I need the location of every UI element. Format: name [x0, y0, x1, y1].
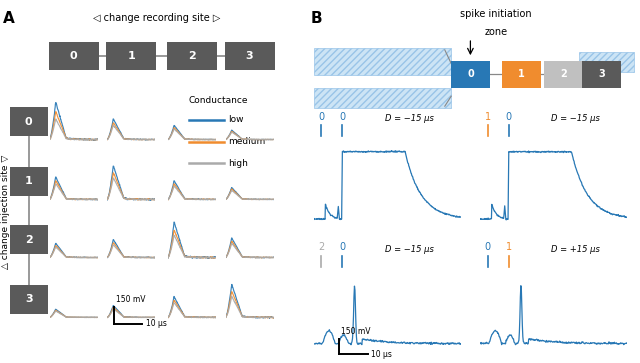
Text: D = −15 μs: D = −15 μs [385, 245, 434, 254]
FancyBboxPatch shape [314, 48, 451, 75]
Text: A: A [3, 11, 15, 26]
FancyBboxPatch shape [502, 61, 541, 88]
Text: D = +15 μs: D = +15 μs [551, 245, 600, 254]
Text: 1: 1 [506, 242, 512, 252]
FancyBboxPatch shape [314, 88, 451, 108]
Text: D = −15 μs: D = −15 μs [551, 114, 600, 123]
Text: 0: 0 [339, 111, 346, 122]
Text: 3: 3 [25, 294, 33, 305]
Text: 1: 1 [518, 69, 525, 79]
Text: 2: 2 [318, 242, 324, 252]
Text: B: B [310, 11, 322, 26]
Text: medium: medium [228, 137, 266, 146]
Text: D = −15 μs: D = −15 μs [385, 114, 434, 123]
Text: △ change injection site ▽: △ change injection site ▽ [1, 155, 10, 269]
FancyBboxPatch shape [10, 285, 48, 314]
Text: Conductance: Conductance [189, 96, 248, 105]
Text: 0: 0 [467, 69, 474, 79]
Text: 2: 2 [560, 69, 566, 79]
Text: spike initiation: spike initiation [460, 9, 532, 19]
Text: 0: 0 [484, 242, 491, 252]
FancyBboxPatch shape [10, 167, 48, 196]
Text: 150 mV: 150 mV [115, 295, 145, 305]
FancyBboxPatch shape [225, 42, 275, 70]
FancyBboxPatch shape [167, 42, 217, 70]
Text: 0: 0 [318, 111, 324, 122]
Text: 150 mV: 150 mV [341, 327, 371, 337]
FancyBboxPatch shape [10, 107, 48, 136]
Text: 0: 0 [506, 111, 512, 122]
Text: 3: 3 [598, 69, 605, 79]
FancyBboxPatch shape [49, 42, 99, 70]
Text: low: low [228, 115, 244, 124]
FancyBboxPatch shape [579, 52, 634, 72]
Text: 10 μs: 10 μs [371, 350, 392, 359]
Text: 2: 2 [25, 234, 33, 245]
Text: 10 μs: 10 μs [146, 319, 167, 328]
Text: zone: zone [484, 27, 508, 37]
FancyBboxPatch shape [451, 61, 490, 88]
Text: 0: 0 [25, 117, 33, 127]
FancyBboxPatch shape [543, 61, 583, 88]
Text: 1: 1 [484, 111, 491, 122]
Text: 1: 1 [25, 176, 33, 187]
FancyBboxPatch shape [10, 225, 48, 254]
Text: ◁ change recording site ▷: ◁ change recording site ▷ [93, 13, 221, 23]
Text: 3: 3 [246, 51, 253, 61]
FancyBboxPatch shape [106, 42, 156, 70]
Text: 1: 1 [127, 51, 135, 61]
Text: 0: 0 [339, 242, 346, 252]
Text: 2: 2 [188, 51, 196, 61]
Text: high: high [228, 159, 248, 168]
Text: 0: 0 [70, 51, 77, 61]
FancyBboxPatch shape [582, 61, 621, 88]
